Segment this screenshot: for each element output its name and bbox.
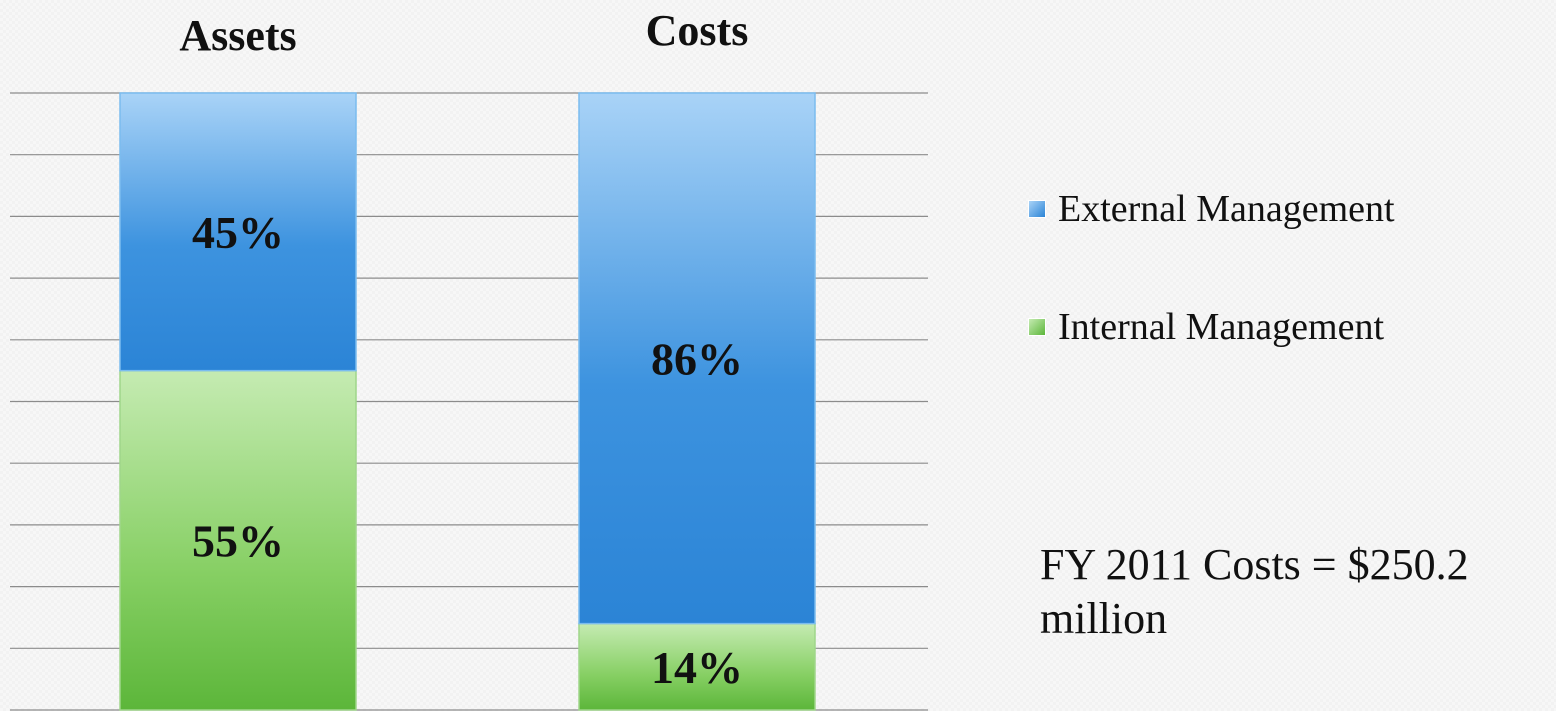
legend-label-internal: Internal Management xyxy=(1058,306,1385,348)
category-titles: Assets Costs xyxy=(179,6,748,60)
bar-segment-assets-internal xyxy=(119,369,357,711)
bars xyxy=(119,92,816,711)
data-label: 14% xyxy=(651,642,743,693)
bar-segment-assets-external xyxy=(119,92,357,372)
data-label: 86% xyxy=(651,333,743,384)
legend-swatch-external xyxy=(1028,200,1046,218)
bar-segment-costs-external xyxy=(578,92,816,625)
data-label: 55% xyxy=(192,515,284,566)
bar-segment-costs-internal xyxy=(578,622,816,711)
legend-item-external: External Management xyxy=(1028,186,1395,232)
data-label: 45% xyxy=(192,207,284,258)
cost-annotation: FY 2011 Costs = $250.2 million xyxy=(1040,540,1469,643)
legend-label-external: External Management xyxy=(1058,188,1395,230)
legend-item-internal: Internal Management xyxy=(1028,304,1395,350)
data-labels: 55% 45% 14% 86% xyxy=(192,207,743,693)
category-title: Costs xyxy=(646,6,749,55)
category-title: Assets xyxy=(179,11,296,60)
legend: External Management Internal Management xyxy=(1028,186,1395,422)
legend-swatch-internal xyxy=(1028,318,1046,336)
